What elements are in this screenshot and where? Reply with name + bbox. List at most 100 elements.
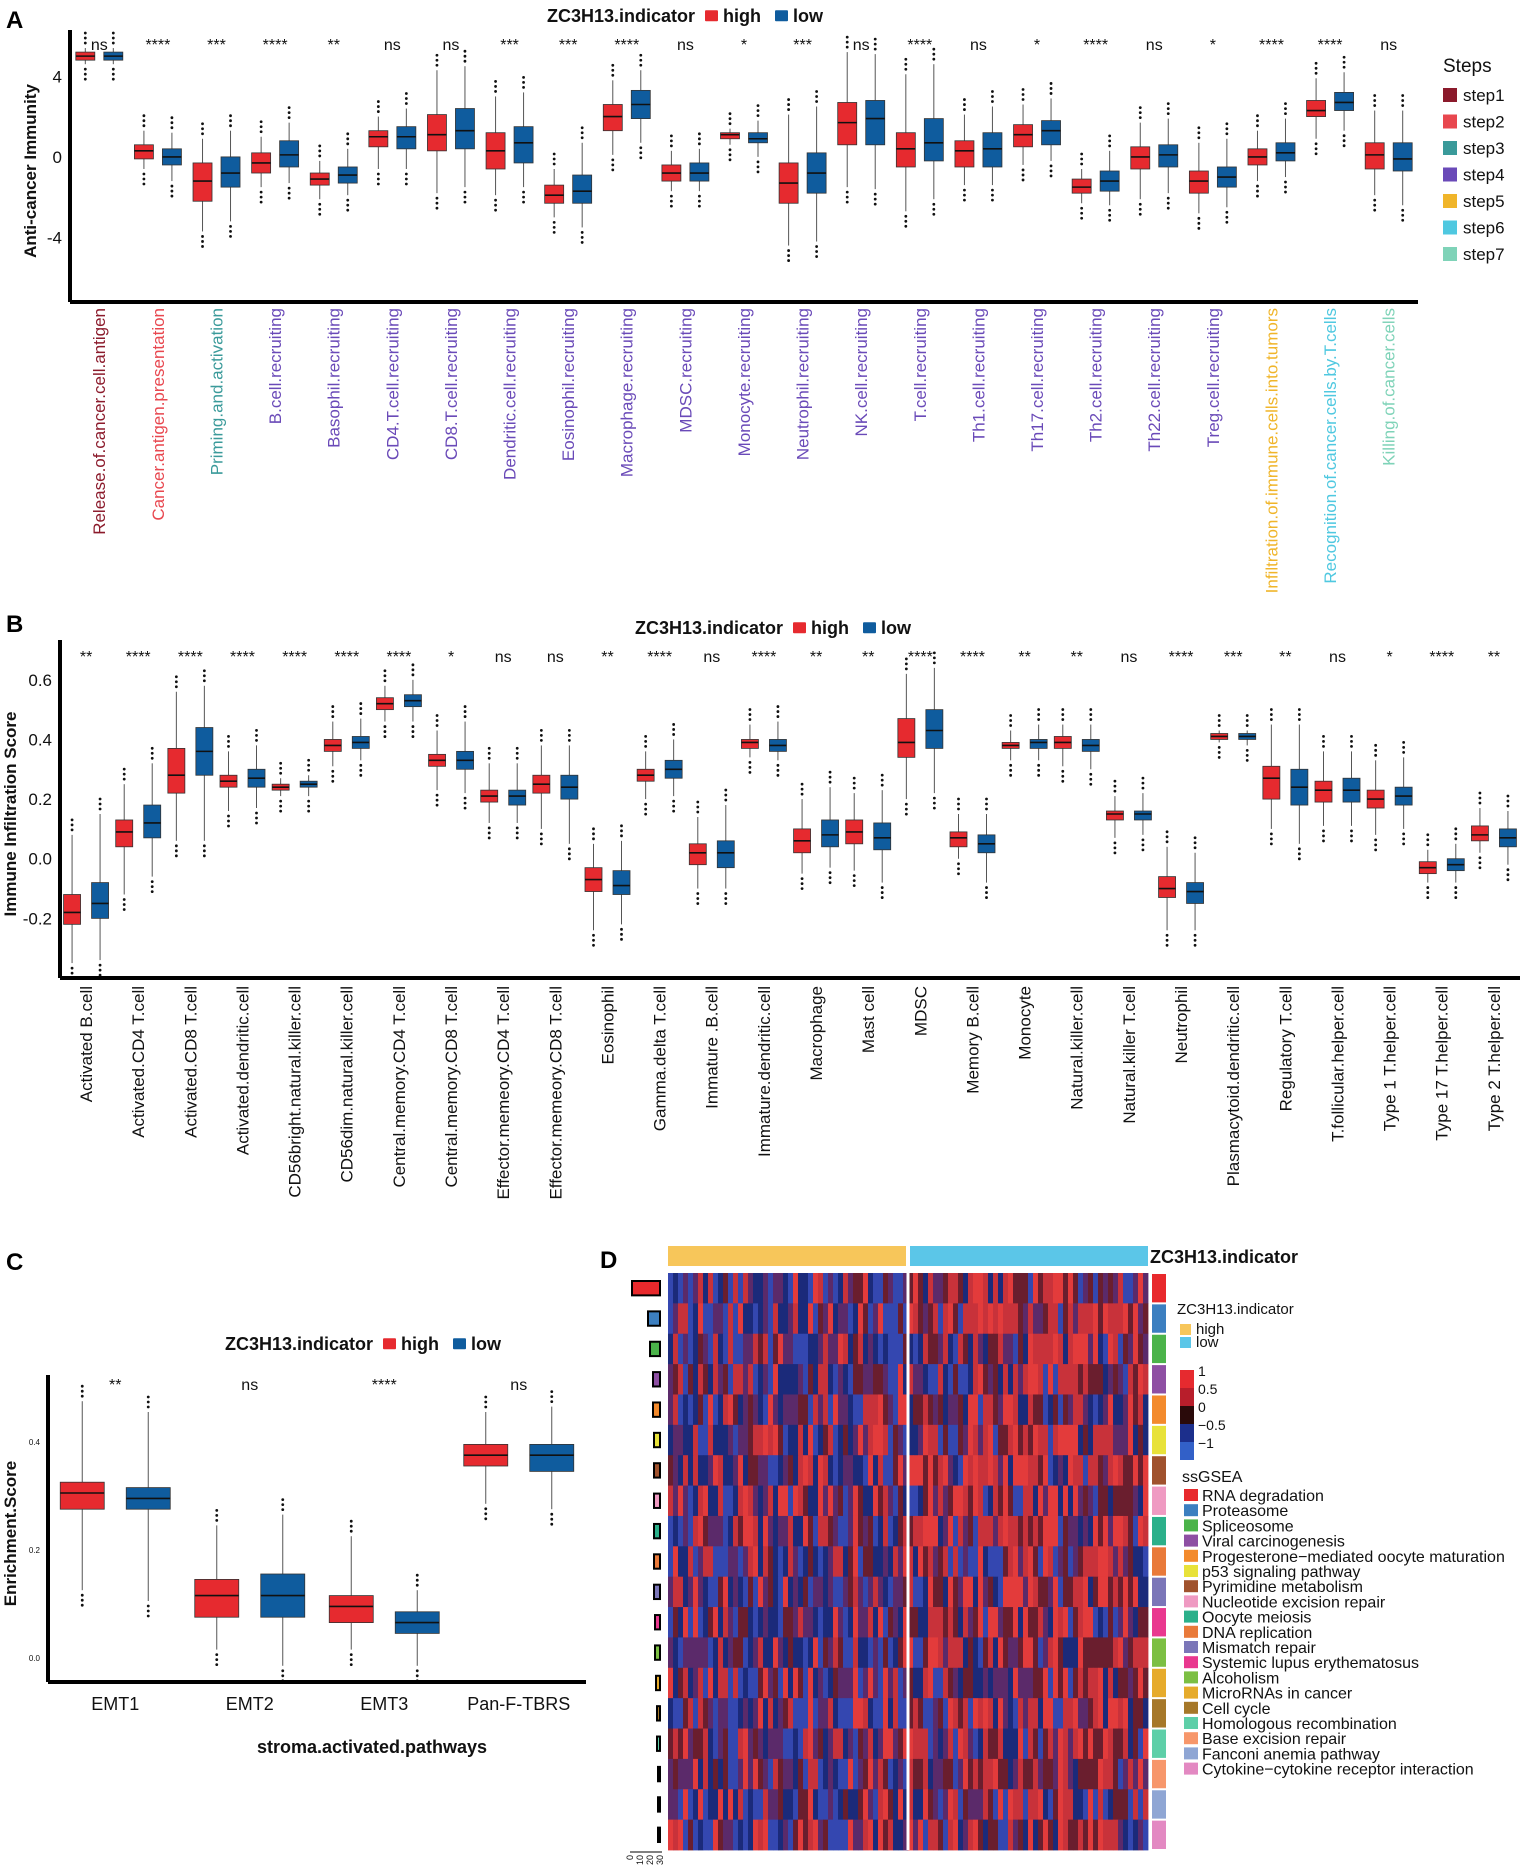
panel-label-a: A (6, 7, 23, 34)
heatmap-cell (888, 1698, 894, 1729)
outlier-point (873, 192, 877, 196)
outlier-point (1009, 763, 1013, 767)
heatmap-cell (748, 1424, 754, 1456)
heatmap-cell (938, 1789, 944, 1821)
heatmap-cell (748, 1758, 754, 1790)
outlier-point (1374, 748, 1378, 752)
outlier-point (1297, 713, 1301, 716)
outlier-point (522, 76, 525, 79)
heatmap-cell (988, 1455, 994, 1486)
outlier-point (873, 197, 877, 201)
heatmap-cell (893, 1789, 899, 1821)
heatmap-cell (953, 1455, 959, 1486)
outlier-point (1350, 734, 1353, 738)
heatmap-cell (1013, 1333, 1019, 1365)
x-tick-label: CD56dim.natural.killer.cell (338, 986, 357, 1183)
heatmap-cell (763, 1515, 769, 1547)
heatmap-cell (738, 1789, 744, 1821)
outlier-point (1165, 933, 1169, 937)
outlier-point (776, 773, 780, 777)
heatmap-cell (978, 1698, 984, 1729)
heatmap-cell (1068, 1394, 1074, 1426)
heatmap-cell (823, 1303, 829, 1335)
heatmap-cell (953, 1424, 959, 1456)
outlier-point (828, 775, 832, 779)
heatmap-cell (1098, 1273, 1104, 1304)
heatmap-cell (993, 1424, 999, 1456)
row-barplot-bar (647, 1310, 661, 1327)
heatmap-cell (858, 1637, 864, 1669)
outlier-point (435, 196, 439, 200)
heatmap-cell (878, 1728, 884, 1760)
heatmap-cell (778, 1364, 784, 1395)
heatmap-cell (688, 1485, 694, 1517)
heatmap-cell (908, 1819, 914, 1851)
heatmap-cell (1113, 1607, 1119, 1638)
outlier-point (1256, 119, 1259, 123)
outlier-point (383, 679, 387, 683)
heatmap-cell (1133, 1576, 1139, 1608)
heatmap-cell (718, 1607, 724, 1638)
outlier-point (1141, 776, 1145, 780)
outlier-point (696, 897, 700, 900)
heatmap-cell (933, 1546, 939, 1578)
heatmap-cell (708, 1424, 714, 1456)
heatmap-cell (953, 1303, 959, 1335)
heatmap-cell (763, 1576, 769, 1608)
heatmap-cell (723, 1576, 729, 1608)
heatmap-cell (1053, 1546, 1059, 1578)
heatmap-cell (833, 1758, 839, 1790)
legend-label-high: high (811, 618, 849, 638)
heatmap-cell (778, 1758, 784, 1790)
heatmap-cell (988, 1789, 994, 1821)
heatmap-cell (983, 1576, 989, 1608)
heatmap-cell (1118, 1485, 1124, 1517)
outlier-point (1197, 131, 1201, 135)
heatmap-cell (1113, 1576, 1119, 1608)
heatmap-cell (698, 1728, 704, 1760)
heatmap-cell (973, 1637, 979, 1669)
heatmap-cell (748, 1273, 754, 1304)
outlier-point (307, 804, 311, 808)
heatmap-cell (1103, 1333, 1109, 1365)
outlier-point (932, 207, 936, 211)
heatmap-cell (838, 1303, 844, 1335)
heatmap-cell (1133, 1728, 1139, 1760)
heatmap-cell (753, 1546, 759, 1578)
heatmap-cell (703, 1333, 709, 1365)
row-barplot-bar (656, 1735, 661, 1752)
heatmap-cell (968, 1698, 974, 1729)
heatmap-cell (783, 1819, 789, 1851)
heatmap-cell (858, 1455, 864, 1486)
heatmap-cell (1018, 1576, 1024, 1608)
heatmap-cell (1033, 1637, 1039, 1669)
heatmap-cell (678, 1576, 684, 1608)
heatmap-cell (853, 1546, 859, 1578)
heatmap-cell (818, 1273, 824, 1304)
outlier-point (484, 1512, 488, 1516)
heatmap-cell (1078, 1576, 1084, 1608)
outlier-point (1166, 107, 1170, 110)
heatmap-cell (928, 1698, 934, 1729)
outlier-point (307, 768, 311, 772)
heatmap-cell (773, 1333, 779, 1365)
heatmap-cell (843, 1576, 849, 1608)
heatmap-cell (893, 1394, 899, 1426)
heatmap-cell (813, 1576, 819, 1608)
heatmap-cell (1063, 1728, 1069, 1760)
outlier-point (463, 54, 467, 58)
heatmap-cell (963, 1576, 969, 1608)
heatmap-cell (1053, 1424, 1059, 1456)
outlier-point (1256, 124, 1259, 128)
outlier-point (522, 195, 525, 199)
heatmap-cell (783, 1333, 789, 1365)
significance-label: **** (334, 649, 359, 666)
heatmap-cell (833, 1273, 839, 1304)
outlier-point (1049, 174, 1053, 178)
heatmap-cell (1038, 1758, 1044, 1790)
heatmap-cell (1023, 1819, 1029, 1851)
heatmap-cell (823, 1546, 829, 1578)
heatmap-cell (1098, 1667, 1104, 1699)
heatmap-cell (1038, 1424, 1044, 1456)
heatmap-cell (923, 1819, 929, 1851)
